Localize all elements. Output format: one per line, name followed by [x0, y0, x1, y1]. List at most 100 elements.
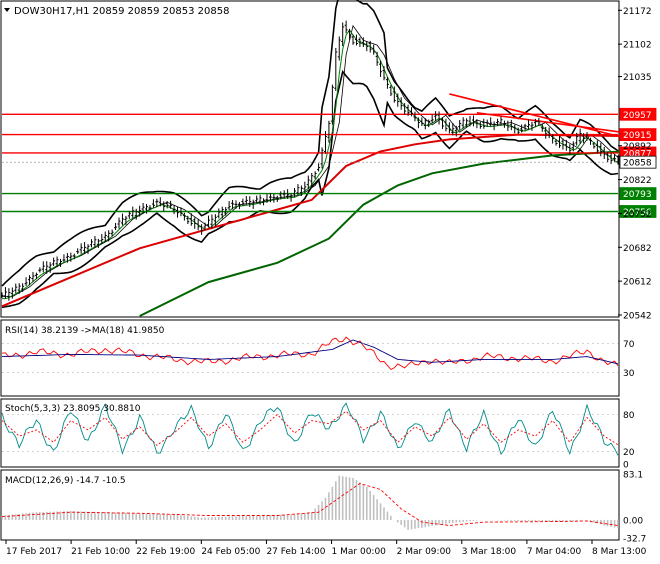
- price-bar: [262, 198, 266, 206]
- price-bar: [151, 199, 155, 208]
- price-bar: [458, 120, 462, 130]
- price-bar: [117, 217, 121, 229]
- price-bar: [475, 119, 479, 129]
- price-bar: [224, 207, 228, 216]
- y-tick-label: 21102: [623, 41, 652, 51]
- rsi-ma-line: [1, 339, 619, 365]
- macd-pane: [0, 469, 620, 541]
- price-bar: [389, 85, 393, 97]
- price-bar: [45, 261, 49, 274]
- price-bar: [396, 93, 400, 107]
- price-bar: [289, 193, 293, 202]
- price-bar: [557, 136, 561, 148]
- rsi-plot: [1, 336, 619, 373]
- y-tick-label: 20682: [623, 244, 652, 254]
- price-bar: [52, 257, 56, 266]
- bollinger-lower-band: [1, 69, 619, 309]
- y-tick-label: 20542: [623, 312, 652, 322]
- price-tag-20915: [619, 128, 657, 141]
- symbol-dropdown-icon[interactable]: [4, 8, 10, 12]
- x-tick-label: 7 Mar 04:00: [527, 547, 582, 557]
- price-bar: [537, 117, 541, 126]
- price-bar: [172, 205, 176, 215]
- price-bar: [282, 190, 286, 199]
- price-tag-label-20756: 20756: [623, 208, 652, 218]
- price-bar: [241, 198, 245, 206]
- price-bar: [323, 131, 327, 154]
- price-bar: [516, 127, 520, 135]
- price-bar: [471, 115, 475, 127]
- price-bar: [162, 201, 166, 212]
- rsi-y-tick-label: 70: [623, 340, 635, 350]
- price-bar: [7, 288, 11, 301]
- x-tick-label: 21 Feb 10:00: [71, 547, 130, 557]
- price-bar: [547, 127, 551, 139]
- bollinger-upper-band: [1, 0, 619, 287]
- price-bar: [34, 272, 38, 280]
- price-bar: [24, 277, 28, 286]
- price-bar: [334, 47, 338, 91]
- price-bar: [72, 253, 76, 260]
- price-bar: [89, 239, 93, 248]
- macd-plot: [1, 475, 619, 530]
- price-bar: [382, 66, 386, 81]
- price-bar: [523, 123, 527, 131]
- price-bar: [179, 207, 183, 217]
- price-bar: [341, 22, 345, 47]
- rsi-title: RSI(14) 38.2139 ->MA(18) 41.9850: [5, 326, 165, 336]
- x-tick-label: 2 Mar 09:00: [397, 547, 452, 557]
- price-bar: [110, 229, 114, 237]
- price-bar: [17, 283, 21, 294]
- moving-average-2: [139, 150, 622, 317]
- price-bar: [83, 241, 87, 254]
- price-bar: [299, 185, 303, 196]
- price-bar: [440, 117, 444, 129]
- price-bar: [217, 208, 221, 219]
- price-bar: [155, 198, 159, 207]
- price-bar: [93, 236, 97, 248]
- price-tag-20793: [619, 187, 657, 200]
- price-tag-20957: [619, 107, 657, 121]
- price-bar: [182, 212, 186, 221]
- price-bar: [234, 200, 238, 209]
- price-bar: [255, 195, 259, 204]
- price-bar: [186, 215, 190, 225]
- price-bar: [595, 140, 599, 154]
- price-bar: [410, 107, 414, 117]
- price-bar: [582, 133, 586, 144]
- price-bar: [165, 201, 169, 209]
- price-tag-label-20957: 20957: [623, 111, 652, 121]
- x-tick-label: 17 Feb 2017: [6, 547, 62, 557]
- stoch-title: Stoch(5,3,3) 23.8095 30.8810: [5, 404, 141, 414]
- price-bar: [616, 155, 620, 165]
- price-bar: [365, 41, 369, 52]
- price-bar: [76, 248, 80, 254]
- x-tick-label: 27 Feb 14:00: [266, 547, 325, 557]
- price-bar: [358, 37, 362, 47]
- price-bar: [148, 205, 152, 211]
- price-bar: [227, 201, 231, 210]
- price-bar: [244, 196, 248, 205]
- macd-y-tick-label: 83.1: [623, 471, 643, 481]
- price-bar: [406, 104, 410, 116]
- price-bar: [564, 139, 568, 151]
- price-bar: [403, 103, 407, 115]
- price-bar: [348, 28, 352, 40]
- price-bar: [86, 244, 90, 254]
- price-bar: [599, 142, 603, 157]
- price-bar: [540, 123, 544, 132]
- y-tick-label: 21172: [623, 7, 652, 17]
- price-bar: [0, 292, 4, 298]
- price-bar: [320, 147, 324, 169]
- price-bar: [306, 175, 310, 189]
- price-bar: [103, 231, 107, 243]
- stoch-pane: [0, 398, 620, 468]
- x-tick-label: 24 Feb 05:00: [201, 547, 260, 557]
- price-bar: [613, 154, 617, 162]
- price-bar: [506, 120, 510, 132]
- price-bar: [272, 194, 276, 203]
- price-bar: [485, 119, 489, 127]
- price-bar: [48, 262, 52, 273]
- price-bar: [379, 60, 383, 77]
- stoch-d-line: [1, 410, 619, 446]
